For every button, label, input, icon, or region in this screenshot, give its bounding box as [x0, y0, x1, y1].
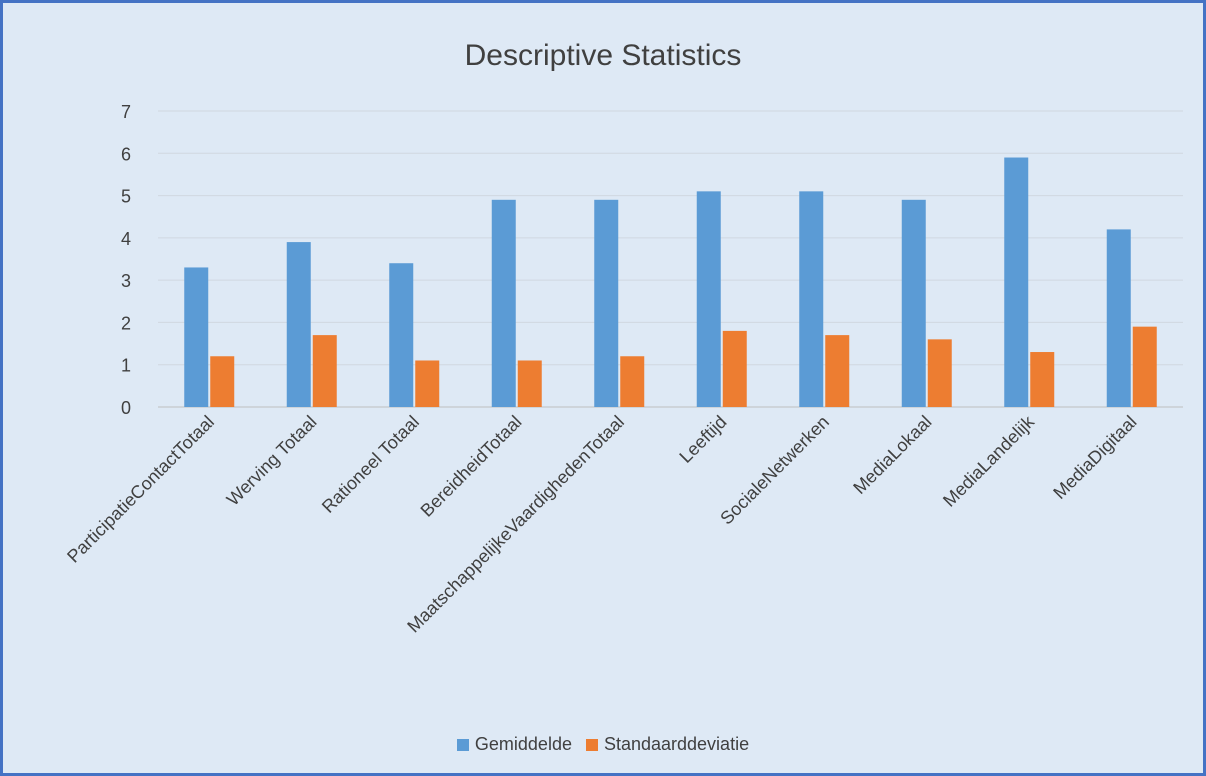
bar-standaarddeviatie: [620, 356, 645, 407]
legend-item-standaarddeviatie: Standaarddeviatie: [585, 734, 750, 755]
bar-gemiddelde: [286, 242, 311, 407]
chart-title: Descriptive Statistics: [464, 39, 742, 72]
y-tick-label: 7: [121, 102, 131, 122]
bar-gemiddelde: [696, 191, 721, 407]
bar-gemiddelde: [1106, 229, 1131, 407]
y-tick-label: 2: [121, 313, 131, 333]
bar-gemiddelde: [184, 267, 209, 407]
bar-standaarddeviatie: [722, 330, 747, 407]
legend-item-gemiddelde: Gemiddelde: [456, 734, 572, 755]
bar-standaarddeviatie: [415, 360, 440, 407]
bar-standaarddeviatie: [927, 339, 952, 407]
y-tick-label: 5: [121, 187, 131, 207]
y-tick-label: 1: [121, 356, 131, 376]
bar-gemiddelde: [389, 263, 414, 407]
legend-swatch-standaarddeviatie: [585, 738, 598, 751]
x-tick-label: MediaLandelijk: [939, 411, 1039, 511]
bar-standaarddeviatie: [210, 356, 235, 407]
x-tick-label: BereidheidTotaal: [417, 412, 526, 521]
x-tick-label: MaatschappelijkeVaardighedenTotaal: [403, 412, 628, 637]
bar-standaarddeviatie: [517, 360, 542, 407]
x-tick-label: ParticipatieContactTotaal: [63, 412, 218, 567]
x-tick-label: Leeftijd: [675, 412, 730, 467]
x-tick-label: MediaLokaal: [849, 412, 935, 498]
bar-standaarddeviatie: [825, 335, 850, 407]
legend-label-standaarddeviatie: Standaarddeviatie: [603, 734, 750, 754]
y-tick-label: 3: [121, 271, 131, 291]
bar-gemiddelde: [1004, 157, 1029, 407]
plot-area: 0 1 2 3 4 5 6 7 ParticipatieContactTotaal Werving…: [63, 102, 1183, 637]
x-tick-label: Werving Totaal: [223, 412, 321, 510]
bar-gemiddelde: [594, 199, 619, 407]
bar-gemiddelde: [901, 199, 926, 407]
y-tick-label: 4: [121, 229, 131, 249]
legend-swatch-gemiddelde: [456, 738, 469, 751]
bar-gemiddelde: [491, 199, 516, 407]
x-tick-label: SocialeNetwerken: [716, 412, 833, 529]
bar-standaarddeviatie: [312, 335, 337, 407]
bar-standaarddeviatie: [1132, 326, 1157, 407]
legend-label-gemiddelde: Gemiddelde: [474, 734, 572, 754]
x-tick-label: Rationeel Totaal: [318, 412, 423, 517]
bar-gemiddelde: [799, 191, 824, 407]
y-tick-label: 6: [121, 144, 131, 164]
bar-standaarddeviatie: [1030, 352, 1055, 407]
x-tick-label: MediaDigitaal: [1049, 412, 1140, 503]
y-tick-label: 0: [121, 398, 131, 418]
legend: Gemiddelde Standaarddeviatie: [3, 734, 1203, 755]
